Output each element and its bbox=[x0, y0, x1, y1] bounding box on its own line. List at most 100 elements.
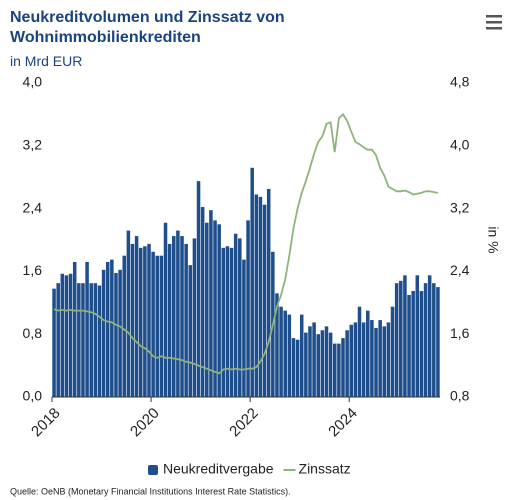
bar bbox=[93, 283, 98, 397]
bar bbox=[118, 269, 122, 397]
bar bbox=[353, 322, 358, 397]
bar bbox=[196, 181, 201, 397]
bar bbox=[308, 326, 312, 397]
bar bbox=[229, 247, 234, 397]
bar bbox=[291, 338, 296, 397]
bar bbox=[407, 294, 411, 397]
menu-bar[interactable] bbox=[486, 21, 502, 24]
bar bbox=[56, 283, 60, 397]
y2-tick-label: 4,8 bbox=[450, 74, 470, 90]
legend-label: Zinssatz bbox=[299, 461, 351, 477]
bar bbox=[200, 207, 205, 397]
bar bbox=[345, 330, 349, 397]
bar bbox=[167, 243, 172, 397]
bar bbox=[217, 224, 221, 397]
bar bbox=[341, 338, 345, 397]
bar bbox=[378, 320, 382, 397]
bar bbox=[130, 243, 135, 397]
bar bbox=[52, 288, 56, 397]
y-tick-label: 3,2 bbox=[23, 137, 43, 153]
bar bbox=[180, 236, 184, 397]
bar bbox=[374, 327, 378, 397]
bar bbox=[312, 322, 316, 397]
legend-item: Zinssatz bbox=[283, 461, 351, 477]
bar bbox=[85, 261, 89, 397]
bar bbox=[423, 283, 428, 397]
bar bbox=[254, 194, 259, 397]
bar bbox=[332, 343, 337, 397]
bar bbox=[64, 275, 69, 397]
bar bbox=[266, 188, 271, 397]
bar bbox=[242, 259, 246, 397]
x-tick-label: 2020 bbox=[127, 405, 163, 441]
legend-label: Neukreditvergabe bbox=[163, 461, 274, 477]
y-tick-label: 4,0 bbox=[23, 74, 43, 90]
bar bbox=[287, 314, 292, 397]
bar bbox=[101, 269, 106, 397]
bar bbox=[432, 283, 436, 397]
title-line: Neukreditvolumen und Zinssatz von bbox=[10, 9, 285, 26]
bar bbox=[176, 230, 180, 397]
bar bbox=[205, 222, 209, 397]
bar bbox=[126, 230, 131, 397]
title-line: Wohnimmobilienkrediten bbox=[10, 29, 201, 46]
bar bbox=[68, 273, 73, 397]
bar bbox=[324, 326, 329, 397]
bar bbox=[403, 275, 407, 397]
bar bbox=[192, 238, 197, 397]
bar bbox=[114, 272, 118, 397]
legend-item: Neukreditvergabe bbox=[148, 461, 274, 477]
bar bbox=[386, 322, 391, 397]
bar bbox=[382, 326, 387, 397]
bar bbox=[89, 283, 93, 397]
bar bbox=[258, 196, 263, 397]
bar bbox=[394, 283, 399, 397]
bar bbox=[275, 293, 279, 397]
y2-tick-label: 4,0 bbox=[450, 137, 470, 153]
bar bbox=[328, 332, 333, 397]
y2-axis-label: in % bbox=[485, 226, 501, 253]
y2-tick-label: 0,8 bbox=[450, 388, 470, 404]
bar bbox=[233, 233, 238, 397]
bar bbox=[188, 265, 193, 397]
bar bbox=[134, 236, 139, 397]
bar bbox=[143, 246, 147, 397]
bar bbox=[304, 332, 308, 397]
y2-tick-label: 1,6 bbox=[450, 325, 470, 341]
bar bbox=[60, 273, 65, 397]
bar bbox=[320, 330, 325, 397]
bar bbox=[213, 220, 217, 397]
bar bbox=[122, 255, 126, 397]
bar bbox=[221, 247, 226, 397]
y-tick-label: 0,8 bbox=[23, 325, 43, 341]
menu-bar[interactable] bbox=[486, 27, 502, 30]
bar bbox=[138, 247, 143, 397]
bar bbox=[357, 306, 362, 397]
menu-bar[interactable] bbox=[486, 15, 502, 18]
bar bbox=[366, 310, 370, 397]
bar bbox=[72, 261, 77, 397]
bar bbox=[97, 285, 102, 397]
bar bbox=[411, 291, 415, 397]
bar bbox=[427, 275, 432, 397]
line bbox=[53, 113, 439, 375]
bar bbox=[250, 167, 254, 397]
bar bbox=[295, 339, 300, 397]
bar bbox=[419, 291, 424, 397]
x-tick-label: 2022 bbox=[226, 405, 262, 441]
x-tick-label: 2024 bbox=[325, 405, 361, 441]
y-tick-label: 1,6 bbox=[23, 262, 43, 278]
bar bbox=[390, 306, 395, 397]
bar bbox=[159, 255, 164, 397]
bar bbox=[337, 343, 341, 397]
bar bbox=[184, 243, 188, 397]
bar bbox=[436, 287, 440, 397]
y-tick-label: 0,0 bbox=[23, 388, 43, 404]
bar bbox=[147, 243, 151, 397]
bar bbox=[77, 283, 81, 397]
menu-icon[interactable] bbox=[486, 15, 502, 30]
bar bbox=[225, 246, 230, 397]
bar bbox=[399, 280, 403, 397]
bar bbox=[163, 222, 168, 397]
bar bbox=[246, 220, 250, 397]
